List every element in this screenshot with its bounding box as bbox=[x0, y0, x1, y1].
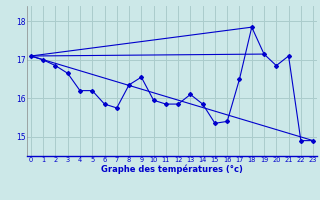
X-axis label: Graphe des températures (°c): Graphe des températures (°c) bbox=[101, 165, 243, 174]
